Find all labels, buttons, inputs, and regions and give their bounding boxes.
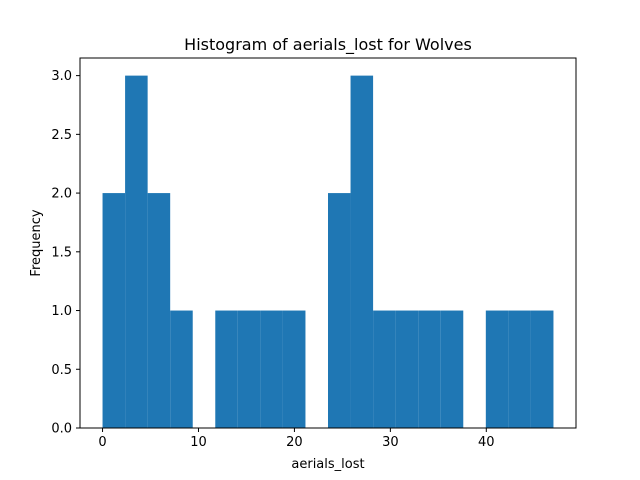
y-tick-label: 1.5	[51, 245, 72, 260]
histogram-bar	[373, 310, 396, 428]
histogram-bar	[260, 310, 283, 428]
y-tick-label: 0.5	[51, 363, 72, 378]
histogram-bar	[395, 310, 419, 428]
histogram-bar	[350, 75, 374, 428]
x-tick-label: 30	[382, 435, 399, 450]
histogram-bar	[125, 75, 148, 428]
x-tick-label: 10	[190, 435, 207, 450]
x-axis-label: aerials_lost	[291, 457, 364, 472]
histogram-bar	[485, 310, 509, 428]
histogram-bar	[215, 310, 238, 428]
y-tick-label: 0.0	[51, 422, 72, 437]
histogram-bar	[418, 310, 441, 428]
histogram-bar	[282, 310, 306, 428]
histogram-bar	[328, 193, 351, 428]
x-tick-label: 20	[286, 435, 303, 450]
y-tick-label: 2.0	[51, 187, 72, 202]
histogram-bar	[508, 310, 531, 428]
histogram-bar	[237, 310, 261, 428]
x-tick-label: 40	[478, 435, 495, 450]
ticks-layer: 0 10 20 30 40 0.0 0.5 1.0 1.5 2.0 2.5 3.0	[51, 69, 494, 450]
y-tick-label: 1.0	[51, 304, 72, 319]
y-tick-label: 2.5	[51, 128, 72, 143]
plot-frame	[79, 57, 577, 429]
histogram-bar	[530, 310, 554, 428]
histogram-bar	[102, 193, 126, 428]
chart-title: Histogram of aerials_lost for Wolves	[184, 35, 472, 55]
bars-layer	[102, 75, 554, 428]
histogram-bar	[147, 193, 171, 428]
y-tick-label: 3.0	[51, 69, 72, 84]
y-axis-label: Frequency	[29, 209, 44, 276]
histogram-bar	[440, 310, 464, 428]
x-tick-label: 0	[98, 435, 106, 450]
histogram-bar	[170, 310, 193, 428]
